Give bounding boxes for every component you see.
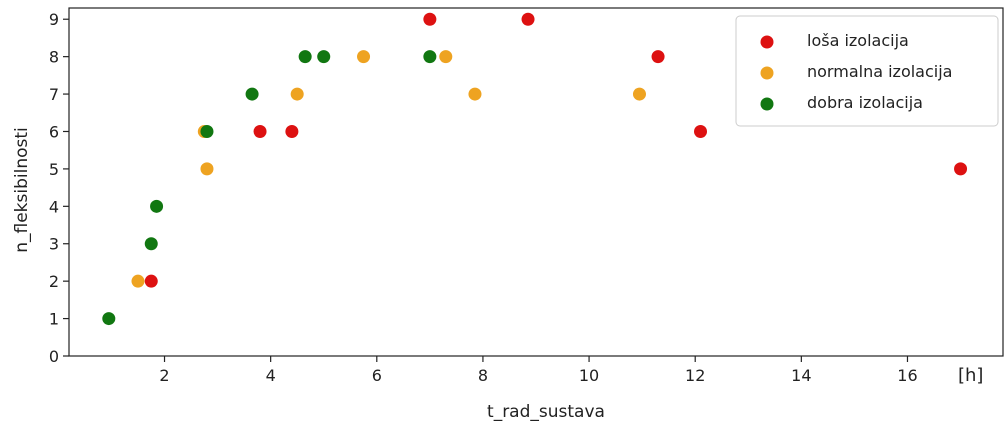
- scatter-point-series-0: [144, 274, 158, 288]
- scatter-point-series-2: [144, 237, 158, 251]
- scatter-point-series-1: [200, 162, 214, 176]
- scatter-point-series-0: [694, 124, 708, 138]
- x-tick-label: 6: [372, 366, 382, 385]
- scatter-point-series-0: [651, 50, 665, 64]
- x-tick-label: 14: [791, 366, 811, 385]
- legend-marker: [760, 66, 774, 80]
- scatter-point-series-1: [131, 274, 145, 288]
- scatter-point-series-1: [439, 50, 453, 64]
- x-tick-label: 8: [478, 366, 488, 385]
- y-tick-label: 7: [49, 85, 59, 104]
- y-tick-label: 4: [49, 197, 59, 216]
- legend-marker: [760, 35, 774, 49]
- legend-marker: [760, 97, 774, 111]
- y-axis-label: n_fleksibilnosti: [12, 127, 32, 253]
- legend-label: dobra izolacija: [807, 93, 923, 112]
- scatter-point-series-1: [290, 87, 304, 101]
- y-tick-label: 9: [49, 10, 59, 29]
- legend-box: [735, 15, 999, 127]
- x-axis-label: t_rad_sustava: [487, 402, 605, 422]
- scatter-point-series-2: [317, 50, 331, 64]
- legend: loša izolacija normalna izolacija dobra iz…: [735, 15, 999, 127]
- y-tick-label: 1: [49, 310, 59, 329]
- data-points: [102, 12, 968, 326]
- scatter-point-series-2: [245, 87, 259, 101]
- scatter-point-series-0: [954, 162, 968, 176]
- x-tick-label: 4: [266, 366, 276, 385]
- scatter-point-series-2: [298, 50, 312, 64]
- x-tick-label: 12: [685, 366, 705, 385]
- x-tick-label: 16: [897, 366, 917, 385]
- scatter-point-series-2: [423, 50, 437, 64]
- legend-label: normalna izolacija: [807, 62, 952, 81]
- x-unit-label: [h]: [958, 365, 983, 386]
- legend-label: loša izolacija: [807, 31, 909, 50]
- x-tick-label: 10: [579, 366, 599, 385]
- scatter-point-series-2: [102, 312, 116, 326]
- scatter-point-series-2: [200, 124, 214, 138]
- scatter-point-series-1: [468, 87, 482, 101]
- y-tick-label: 6: [49, 122, 59, 141]
- y-tick-label: 3: [49, 235, 59, 254]
- x-tick-label: 2: [159, 366, 169, 385]
- plot-frame: [68, 7, 1004, 357]
- y-axis: 0 1 2 3 4 5 6 7 8 9: [49, 10, 69, 366]
- scatter-point-series-0: [423, 12, 437, 26]
- x-axis: 2 4 6 8 10 12 14 16: [159, 356, 918, 385]
- y-tick-label: 0: [49, 347, 59, 366]
- y-tick-label: 2: [49, 272, 59, 291]
- scatter-point-series-0: [521, 12, 535, 26]
- scatter-point-series-1: [632, 87, 646, 101]
- scatter-point-series-1: [357, 50, 371, 64]
- y-tick-label: 5: [49, 160, 59, 179]
- y-tick-label: 8: [49, 48, 59, 67]
- scatter-point-series-0: [285, 124, 299, 138]
- scatter-point-series-0: [253, 124, 267, 138]
- scatter-point-series-2: [150, 199, 164, 213]
